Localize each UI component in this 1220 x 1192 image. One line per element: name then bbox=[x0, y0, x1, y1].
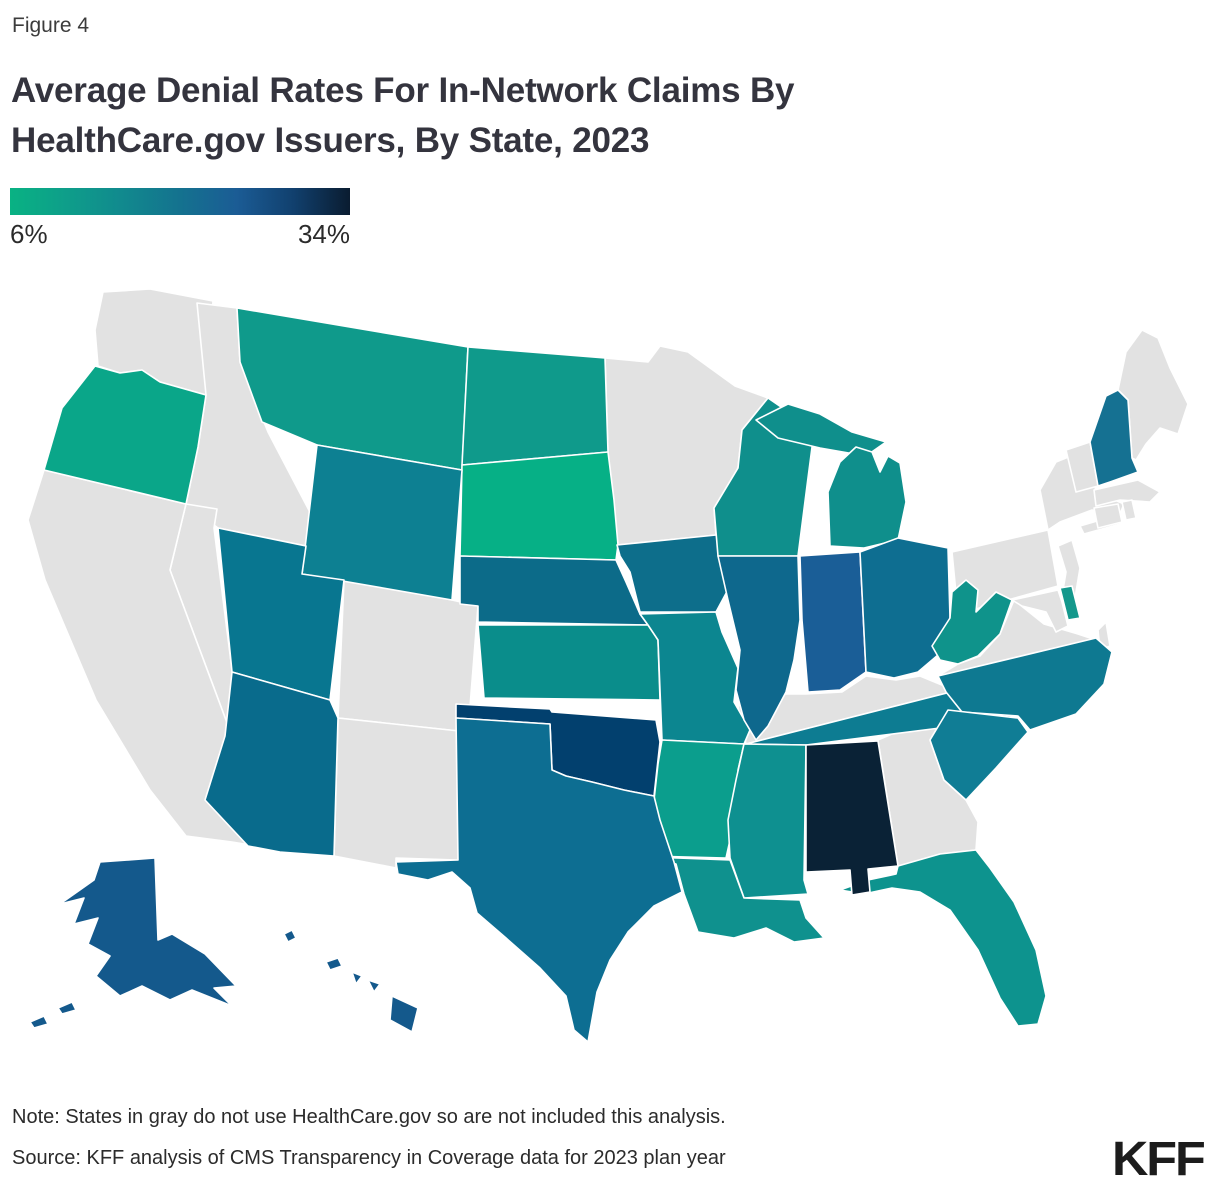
chart-title: Average Denial Rates For In-Network Clai… bbox=[11, 66, 991, 166]
state-michigan-upper-peninsula[interactable] bbox=[755, 403, 887, 457]
state-hawaii-kauai[interactable] bbox=[283, 929, 297, 943]
state-louisiana[interactable] bbox=[649, 856, 825, 943]
state-kansas[interactable] bbox=[477, 624, 661, 701]
state-nebraska[interactable] bbox=[459, 555, 649, 626]
state-wyoming[interactable] bbox=[301, 444, 463, 601]
legend-min-label: 6% bbox=[10, 219, 48, 249]
state-maryland[interactable] bbox=[1011, 589, 1069, 633]
state-illinois[interactable] bbox=[717, 555, 801, 741]
state-north-carolina[interactable] bbox=[937, 637, 1113, 731]
state-new-mexico[interactable] bbox=[333, 717, 469, 869]
legend-gradient-bar bbox=[10, 188, 350, 215]
state-hawaii-big-island[interactable] bbox=[389, 995, 419, 1033]
state-texas[interactable] bbox=[395, 717, 683, 1043]
figure-label: Figure 4 bbox=[12, 14, 90, 37]
chart-title-line2: HealthCare.gov Issuers, By State, 2023 bbox=[11, 121, 650, 160]
state-alaska-aleutian-island[interactable] bbox=[29, 1015, 49, 1029]
state-connecticut[interactable] bbox=[1093, 503, 1123, 529]
kff-logo: KFF bbox=[1112, 1133, 1206, 1186]
state-ohio[interactable] bbox=[859, 537, 951, 679]
legend: 6% 34% bbox=[10, 188, 350, 250]
note-text: Note: States in gray do not use HealthCa… bbox=[12, 1106, 726, 1128]
state-massachusetts[interactable] bbox=[1093, 479, 1161, 507]
chart-title-line1: Average Denial Rates For In-Network Clai… bbox=[11, 71, 795, 110]
state-delaware[interactable] bbox=[1059, 585, 1081, 621]
state-hawaii-oahu[interactable] bbox=[325, 957, 343, 971]
state-michigan-lower-peninsula[interactable] bbox=[827, 446, 907, 549]
state-alaska[interactable] bbox=[59, 857, 237, 1007]
state-west-virginia[interactable] bbox=[931, 579, 1013, 665]
state-rhode-island[interactable] bbox=[1121, 499, 1137, 521]
state-hawaii-maui[interactable] bbox=[367, 979, 381, 993]
state-north-dakota[interactable] bbox=[461, 346, 609, 466]
state-south-carolina[interactable] bbox=[929, 709, 1029, 801]
state-south-dakota[interactable] bbox=[459, 451, 619, 561]
state-california[interactable] bbox=[27, 469, 259, 847]
state-indiana[interactable] bbox=[799, 551, 867, 693]
state-oregon[interactable] bbox=[43, 365, 207, 505]
state-arizona[interactable] bbox=[204, 671, 339, 857]
state-mississippi[interactable] bbox=[727, 743, 809, 899]
state-florida[interactable] bbox=[839, 849, 1047, 1027]
state-alaska-aleutian-island-2[interactable] bbox=[57, 1001, 77, 1015]
state-alabama[interactable] bbox=[805, 740, 899, 896]
state-new-hampshire[interactable] bbox=[1089, 389, 1139, 487]
source-text: Source: KFF analysis of CMS Transparency… bbox=[12, 1147, 726, 1169]
legend-max-label: 34% bbox=[297, 219, 350, 249]
state-hawaii-molokai[interactable] bbox=[351, 971, 363, 985]
